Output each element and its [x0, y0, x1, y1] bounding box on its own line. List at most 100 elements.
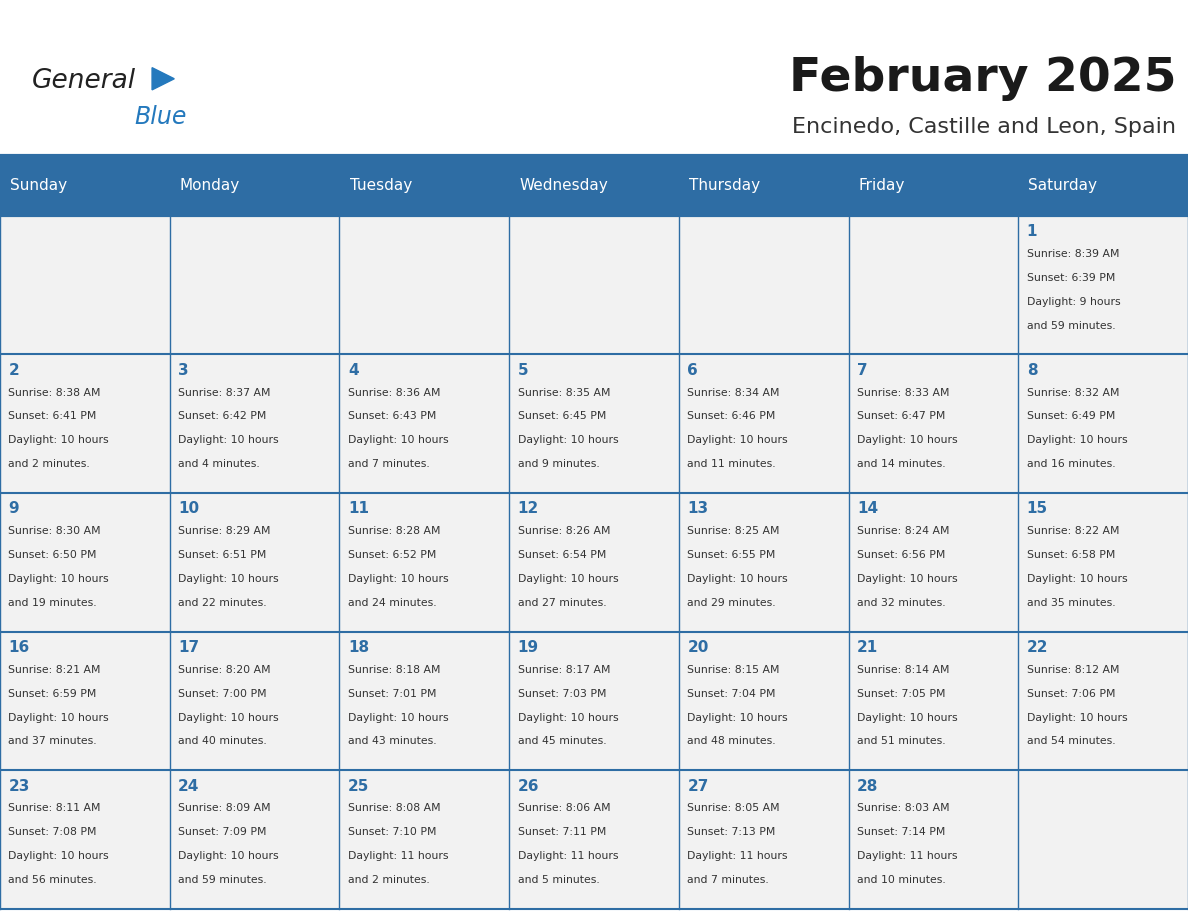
Text: and 54 minutes.: and 54 minutes. — [1026, 736, 1116, 746]
Bar — [0, 493, 170, 632]
Text: Tuesday: Tuesday — [349, 178, 412, 194]
Text: 5: 5 — [518, 363, 529, 377]
Text: Sunrise: 8:38 AM: Sunrise: 8:38 AM — [8, 387, 101, 397]
Text: Sunrise: 8:21 AM: Sunrise: 8:21 AM — [8, 665, 101, 675]
Bar — [170, 156, 340, 216]
Text: Sunrise: 8:32 AM: Sunrise: 8:32 AM — [1026, 387, 1119, 397]
Text: 22: 22 — [1026, 640, 1048, 655]
Bar — [0, 354, 170, 493]
Text: Blue: Blue — [134, 105, 187, 129]
Text: 1: 1 — [1026, 224, 1037, 239]
Text: Daylight: 10 hours: Daylight: 10 hours — [1026, 435, 1127, 445]
Text: 15: 15 — [1026, 501, 1048, 516]
Text: Daylight: 10 hours: Daylight: 10 hours — [178, 712, 279, 722]
Text: and 32 minutes.: and 32 minutes. — [857, 598, 946, 608]
Text: Daylight: 10 hours: Daylight: 10 hours — [688, 435, 788, 445]
Text: and 5 minutes.: and 5 minutes. — [518, 875, 600, 885]
Text: and 7 minutes.: and 7 minutes. — [348, 459, 430, 469]
Bar — [678, 216, 848, 354]
Text: 8: 8 — [1026, 363, 1037, 377]
Text: Encinedo, Castille and Leon, Spain: Encinedo, Castille and Leon, Spain — [792, 117, 1176, 137]
Text: Sunset: 7:08 PM: Sunset: 7:08 PM — [8, 827, 97, 837]
Bar — [848, 493, 1018, 632]
Text: Sunset: 6:58 PM: Sunset: 6:58 PM — [1026, 550, 1116, 560]
Text: Sunrise: 8:35 AM: Sunrise: 8:35 AM — [518, 387, 611, 397]
Text: and 9 minutes.: and 9 minutes. — [518, 459, 600, 469]
Text: Sunrise: 8:05 AM: Sunrise: 8:05 AM — [688, 803, 781, 813]
Text: Daylight: 10 hours: Daylight: 10 hours — [857, 574, 958, 584]
Text: Sunrise: 8:39 AM: Sunrise: 8:39 AM — [1026, 249, 1119, 259]
Text: Sunrise: 8:22 AM: Sunrise: 8:22 AM — [1026, 526, 1119, 536]
Text: Sunrise: 8:09 AM: Sunrise: 8:09 AM — [178, 803, 271, 813]
Bar — [340, 354, 510, 493]
Bar — [848, 354, 1018, 493]
Text: Sunset: 6:46 PM: Sunset: 6:46 PM — [688, 411, 776, 421]
Text: Sunrise: 8:30 AM: Sunrise: 8:30 AM — [8, 526, 101, 536]
Text: 16: 16 — [8, 640, 30, 655]
Text: 4: 4 — [348, 363, 359, 377]
Text: Saturday: Saturday — [1029, 178, 1098, 194]
Text: Daylight: 10 hours: Daylight: 10 hours — [178, 435, 279, 445]
Text: and 43 minutes.: and 43 minutes. — [348, 736, 436, 746]
Bar — [340, 770, 510, 909]
Text: Sunset: 6:39 PM: Sunset: 6:39 PM — [1026, 273, 1116, 283]
Bar — [170, 216, 340, 354]
Text: and 56 minutes.: and 56 minutes. — [8, 875, 97, 885]
Text: Sunset: 7:06 PM: Sunset: 7:06 PM — [1026, 688, 1116, 699]
Text: and 40 minutes.: and 40 minutes. — [178, 736, 267, 746]
Text: and 22 minutes.: and 22 minutes. — [178, 598, 267, 608]
Text: Daylight: 10 hours: Daylight: 10 hours — [178, 574, 279, 584]
Text: Sunset: 7:00 PM: Sunset: 7:00 PM — [178, 688, 267, 699]
Text: 28: 28 — [857, 778, 878, 793]
Text: General: General — [32, 68, 137, 94]
Text: Daylight: 11 hours: Daylight: 11 hours — [857, 851, 958, 861]
Text: Sunset: 7:09 PM: Sunset: 7:09 PM — [178, 827, 266, 837]
Text: Daylight: 9 hours: Daylight: 9 hours — [1026, 297, 1120, 307]
Text: Sunset: 6:52 PM: Sunset: 6:52 PM — [348, 550, 436, 560]
Text: and 16 minutes.: and 16 minutes. — [1026, 459, 1116, 469]
Bar — [340, 216, 510, 354]
Text: Daylight: 10 hours: Daylight: 10 hours — [688, 712, 788, 722]
Text: 17: 17 — [178, 640, 200, 655]
Text: and 2 minutes.: and 2 minutes. — [8, 459, 90, 469]
Bar — [340, 156, 510, 216]
Text: Sunrise: 8:15 AM: Sunrise: 8:15 AM — [688, 665, 779, 675]
Text: Daylight: 10 hours: Daylight: 10 hours — [348, 712, 449, 722]
Bar — [678, 632, 848, 770]
Text: Sunset: 6:50 PM: Sunset: 6:50 PM — [8, 550, 97, 560]
Bar — [0, 770, 170, 909]
Text: Sunrise: 8:06 AM: Sunrise: 8:06 AM — [518, 803, 611, 813]
Text: and 19 minutes.: and 19 minutes. — [8, 598, 97, 608]
Text: 6: 6 — [688, 363, 699, 377]
Bar — [0, 156, 170, 216]
Text: 19: 19 — [518, 640, 538, 655]
Text: 21: 21 — [857, 640, 878, 655]
Bar — [510, 493, 678, 632]
Text: Sunset: 6:56 PM: Sunset: 6:56 PM — [857, 550, 946, 560]
Text: and 24 minutes.: and 24 minutes. — [348, 598, 436, 608]
Text: Sunset: 7:13 PM: Sunset: 7:13 PM — [688, 827, 776, 837]
Text: Sunset: 6:42 PM: Sunset: 6:42 PM — [178, 411, 266, 421]
Text: Sunrise: 8:29 AM: Sunrise: 8:29 AM — [178, 526, 271, 536]
Bar — [510, 770, 678, 909]
Bar — [510, 354, 678, 493]
Text: Sunrise: 8:36 AM: Sunrise: 8:36 AM — [348, 387, 441, 397]
Text: Daylight: 10 hours: Daylight: 10 hours — [8, 851, 109, 861]
Bar — [1018, 216, 1188, 354]
Bar — [678, 354, 848, 493]
Text: 11: 11 — [348, 501, 369, 516]
Text: Daylight: 11 hours: Daylight: 11 hours — [348, 851, 448, 861]
Text: Daylight: 10 hours: Daylight: 10 hours — [857, 712, 958, 722]
Text: Sunset: 7:04 PM: Sunset: 7:04 PM — [688, 688, 776, 699]
Text: Sunrise: 8:20 AM: Sunrise: 8:20 AM — [178, 665, 271, 675]
Text: Sunset: 6:49 PM: Sunset: 6:49 PM — [1026, 411, 1116, 421]
Text: Sunrise: 8:25 AM: Sunrise: 8:25 AM — [688, 526, 779, 536]
Text: Sunrise: 8:28 AM: Sunrise: 8:28 AM — [348, 526, 441, 536]
Text: Sunrise: 8:18 AM: Sunrise: 8:18 AM — [348, 665, 441, 675]
Text: 20: 20 — [688, 640, 709, 655]
Bar — [848, 632, 1018, 770]
Text: and 51 minutes.: and 51 minutes. — [857, 736, 946, 746]
Text: and 2 minutes.: and 2 minutes. — [348, 875, 430, 885]
Text: and 7 minutes.: and 7 minutes. — [688, 875, 769, 885]
Text: Sunrise: 8:24 AM: Sunrise: 8:24 AM — [857, 526, 949, 536]
